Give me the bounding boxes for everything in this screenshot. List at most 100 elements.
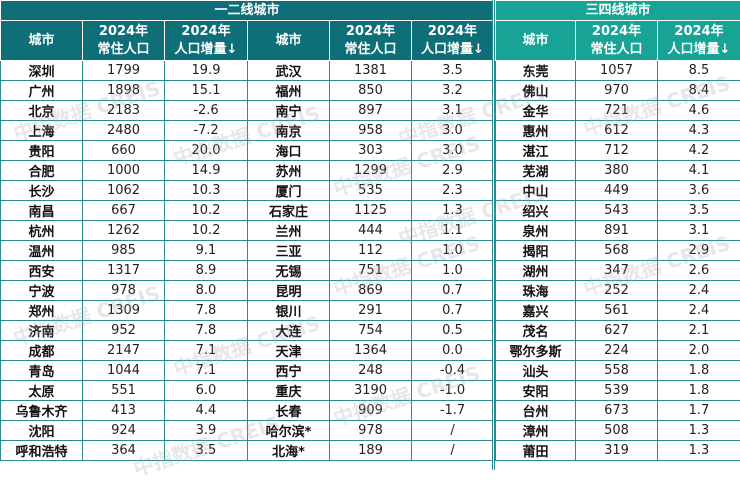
city-cell: 天津 — [248, 341, 330, 361]
population-cell: 1898 — [83, 81, 165, 101]
city-cell: 金华 — [496, 101, 576, 121]
col-increase[interactable]: 2024年人口增量↓ — [658, 21, 740, 61]
population-cell: 660 — [83, 141, 165, 161]
population-cell: 978 — [330, 421, 412, 441]
increase-cell: 2.1 — [658, 321, 740, 341]
increase-cell: 7.8 — [165, 321, 248, 341]
city-cell: 昆明 — [248, 281, 330, 301]
city-cell: 中山 — [496, 181, 576, 201]
city-cell: 绍兴 — [496, 201, 576, 221]
population-cell: 958 — [330, 121, 412, 141]
increase-cell: 1.1 — [412, 221, 494, 241]
population-cell: 721 — [576, 101, 658, 121]
col-population: 2024年常住人口 — [330, 21, 412, 61]
increase-cell: 4.6 — [658, 101, 740, 121]
population-cell: 444 — [330, 221, 412, 241]
population-cell: 3190 — [330, 381, 412, 401]
population-cell: 364 — [83, 441, 165, 461]
population-cell: 754 — [330, 321, 412, 341]
col-city: 城市 — [496, 21, 576, 61]
col-increase[interactable]: 2024年人口增量↓ — [165, 21, 248, 61]
city-cell: 安阳 — [496, 381, 576, 401]
population-cell: 561 — [576, 301, 658, 321]
population-cell: 347 — [576, 261, 658, 281]
city-cell: 乌鲁木齐 — [1, 401, 83, 421]
increase-cell: 1.3 — [658, 421, 740, 441]
increase-cell: 14.9 — [165, 161, 248, 181]
increase-cell: 0.0 — [412, 341, 494, 361]
city-cell: 太原 — [1, 381, 83, 401]
increase-cell: 7.1 — [165, 341, 248, 361]
increase-cell: 9.1 — [165, 241, 248, 261]
city-cell: 呼和浩特 — [1, 441, 83, 461]
city-cell: 重庆 — [248, 381, 330, 401]
city-cell: 青岛 — [1, 361, 83, 381]
city-cell: 湖州 — [496, 261, 576, 281]
increase-cell: 8.9 — [165, 261, 248, 281]
increase-cell: 4.4 — [165, 401, 248, 421]
city-cell: 武汉 — [248, 61, 330, 81]
increase-cell: 1.3 — [412, 201, 494, 221]
city-cell: 宁波 — [1, 281, 83, 301]
population-cell: 612 — [576, 121, 658, 141]
increase-cell: 8.5 — [658, 61, 740, 81]
population-cell: 909 — [330, 401, 412, 421]
city-cell: 银川 — [248, 301, 330, 321]
city-cell: 成都 — [1, 341, 83, 361]
increase-cell: -1.0 — [412, 381, 494, 401]
city-cell: 西宁 — [248, 361, 330, 381]
population-cell: 667 — [83, 201, 165, 221]
increase-cell: 2.3 — [412, 181, 494, 201]
population-cell: 850 — [330, 81, 412, 101]
col-population: 2024年常住人口 — [83, 21, 165, 61]
increase-cell: 1.3 — [658, 441, 740, 461]
population-cell: 303 — [330, 141, 412, 161]
increase-cell: 2.9 — [412, 161, 494, 181]
population-cell: 978 — [83, 281, 165, 301]
population-cell: 224 — [576, 341, 658, 361]
city-cell: 惠州 — [496, 121, 576, 141]
population-cell: 1044 — [83, 361, 165, 381]
city-cell: 鄂尔多斯 — [496, 341, 576, 361]
city-cell: 汕头 — [496, 361, 576, 381]
increase-cell: 3.5 — [658, 201, 740, 221]
col-increase[interactable]: 2024年人口增量↓ — [412, 21, 494, 61]
population-cell: 970 — [576, 81, 658, 101]
city-cell: 揭阳 — [496, 241, 576, 261]
city-cell: 南昌 — [1, 201, 83, 221]
increase-cell: 0.5 — [412, 321, 494, 341]
city-cell: 南宁 — [248, 101, 330, 121]
population-cell: 1317 — [83, 261, 165, 281]
increase-cell: -7.2 — [165, 121, 248, 141]
increase-cell: 3.9 — [165, 421, 248, 441]
col-city: 城市 — [248, 21, 330, 61]
increase-cell: 10.2 — [165, 221, 248, 241]
increase-cell: 0.7 — [412, 301, 494, 321]
increase-cell: / — [412, 441, 494, 461]
population-cell: 1062 — [83, 181, 165, 201]
population-cell: 380 — [576, 161, 658, 181]
city-cell: 苏州 — [248, 161, 330, 181]
city-cell: 三亚 — [248, 241, 330, 261]
population-cell: 627 — [576, 321, 658, 341]
increase-cell: 7.1 — [165, 361, 248, 381]
population-cell: 568 — [576, 241, 658, 261]
